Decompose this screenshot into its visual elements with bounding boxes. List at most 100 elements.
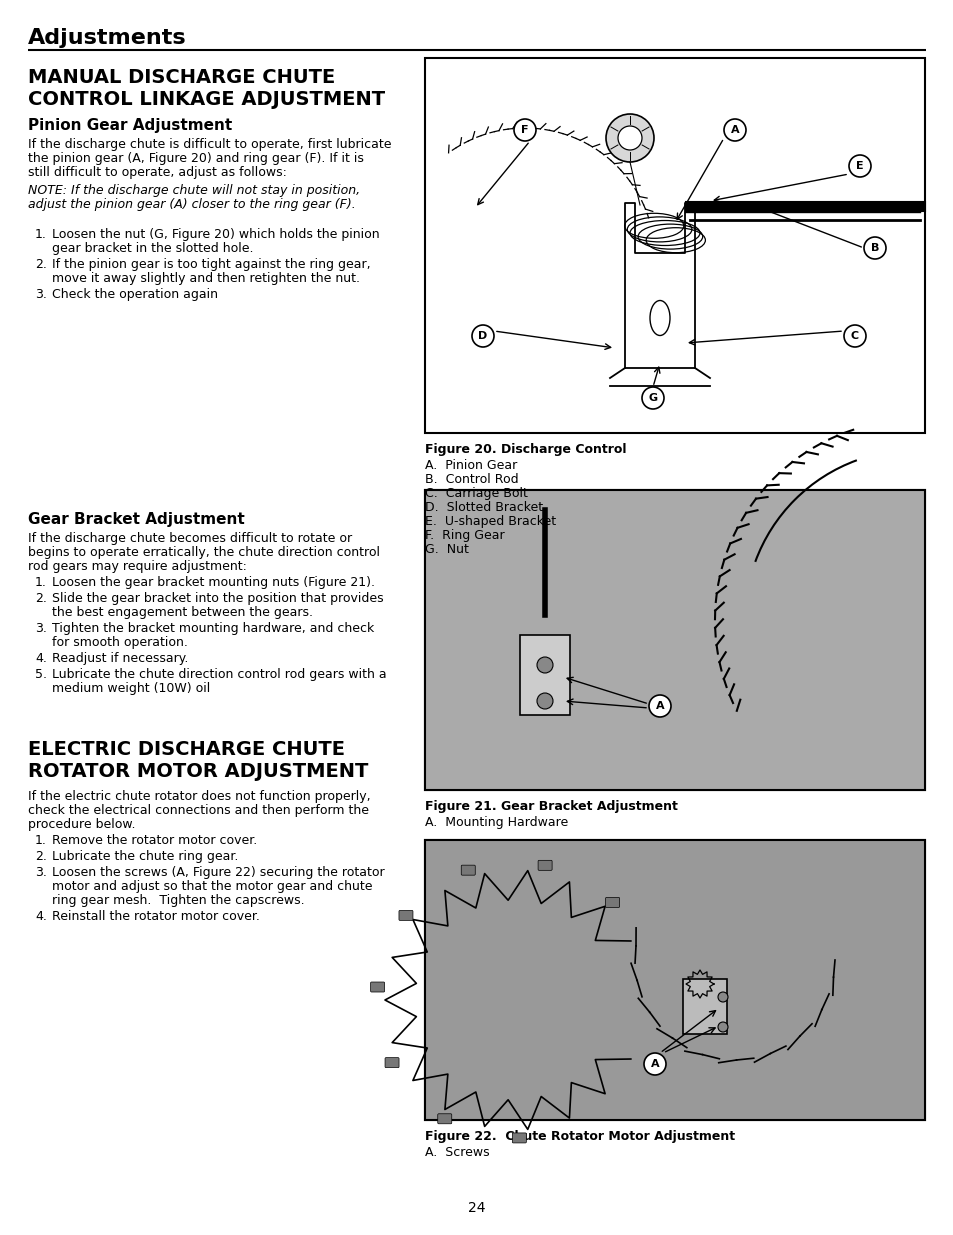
FancyBboxPatch shape <box>398 910 413 920</box>
Text: A.  Screws: A. Screws <box>424 1146 489 1158</box>
Text: C: C <box>850 331 858 341</box>
Circle shape <box>718 992 727 1002</box>
Text: CONTROL LINKAGE ADJUSTMENT: CONTROL LINKAGE ADJUSTMENT <box>28 90 385 109</box>
Bar <box>424 840 924 1120</box>
Text: NOTE: If the discharge chute will not stay in position,: NOTE: If the discharge chute will not st… <box>28 184 359 198</box>
Text: 2.: 2. <box>35 850 47 863</box>
Text: Figure 21. Gear Bracket Adjustment: Figure 21. Gear Bracket Adjustment <box>424 800 678 813</box>
Text: the best engagement between the gears.: the best engagement between the gears. <box>52 606 313 619</box>
Text: D: D <box>477 331 487 341</box>
Text: 1.: 1. <box>35 576 47 589</box>
Text: 1.: 1. <box>35 834 47 847</box>
FancyBboxPatch shape <box>460 866 475 876</box>
Text: Slide the gear bracket into the position that provides: Slide the gear bracket into the position… <box>52 592 383 605</box>
Circle shape <box>618 126 641 149</box>
Text: F: F <box>520 125 528 135</box>
Text: begins to operate erratically, the chute direction control: begins to operate erratically, the chute… <box>28 546 379 559</box>
Circle shape <box>472 325 494 347</box>
Text: 5.: 5. <box>35 668 47 680</box>
Circle shape <box>514 119 536 141</box>
Text: 4.: 4. <box>35 910 47 923</box>
Text: B.  Control Rod: B. Control Rod <box>424 473 518 487</box>
Circle shape <box>718 1023 727 1032</box>
Text: Loosen the screws (A, Figure 22) securing the rotator: Loosen the screws (A, Figure 22) securin… <box>52 866 384 879</box>
Text: 24: 24 <box>468 1200 485 1215</box>
Text: 3.: 3. <box>35 866 47 879</box>
Text: Remove the rotator motor cover.: Remove the rotator motor cover. <box>52 834 257 847</box>
Text: Loosen the nut (G, Figure 20) which holds the pinion: Loosen the nut (G, Figure 20) which hold… <box>52 228 379 241</box>
Text: 3.: 3. <box>35 288 47 301</box>
Text: move it away slightly and then retighten the nut.: move it away slightly and then retighten… <box>52 272 359 285</box>
Text: A.  Mounting Hardware: A. Mounting Hardware <box>424 816 568 829</box>
Text: B: B <box>870 243 879 253</box>
Bar <box>424 490 924 790</box>
Text: medium weight (10W) oil: medium weight (10W) oil <box>52 682 210 695</box>
Bar <box>424 840 924 1120</box>
Circle shape <box>605 114 654 162</box>
Circle shape <box>643 1053 665 1074</box>
Text: Adjustments: Adjustments <box>28 28 187 48</box>
Text: the pinion gear (A, Figure 20) and ring gear (F). If it is: the pinion gear (A, Figure 20) and ring … <box>28 152 363 165</box>
FancyBboxPatch shape <box>605 898 618 908</box>
Circle shape <box>843 325 865 347</box>
Text: E: E <box>855 161 862 170</box>
Circle shape <box>648 695 670 718</box>
Text: adjust the pinion gear (A) closer to the ring gear (F).: adjust the pinion gear (A) closer to the… <box>28 198 355 211</box>
Text: Lubricate the chute direction control rod gears with a: Lubricate the chute direction control ro… <box>52 668 386 680</box>
Text: A: A <box>650 1058 659 1070</box>
Text: E.  U-shaped Bracket: E. U-shaped Bracket <box>424 515 556 529</box>
Text: If the electric chute rotator does not function properly,: If the electric chute rotator does not f… <box>28 790 370 803</box>
Text: Tighten the bracket mounting hardware, and check: Tighten the bracket mounting hardware, a… <box>52 622 374 635</box>
Text: motor and adjust so that the motor gear and chute: motor and adjust so that the motor gear … <box>52 881 372 893</box>
Text: C.  Carriage Bolt: C. Carriage Bolt <box>424 487 527 500</box>
Circle shape <box>537 657 553 673</box>
Circle shape <box>537 693 553 709</box>
Text: gear bracket in the slotted hole.: gear bracket in the slotted hole. <box>52 242 253 254</box>
Text: 3.: 3. <box>35 622 47 635</box>
Text: G: G <box>648 393 657 403</box>
Text: F.  Ring Gear: F. Ring Gear <box>424 529 504 542</box>
Circle shape <box>723 119 745 141</box>
Text: 2.: 2. <box>35 258 47 270</box>
Bar <box>519 635 569 715</box>
Text: Figure 20. Discharge Control: Figure 20. Discharge Control <box>424 443 626 456</box>
Text: rod gears may require adjustment:: rod gears may require adjustment: <box>28 559 247 573</box>
Text: G.  Nut: G. Nut <box>424 543 468 556</box>
Text: Check the operation again: Check the operation again <box>52 288 218 301</box>
Circle shape <box>641 387 663 409</box>
Text: ELECTRIC DISCHARGE CHUTE: ELECTRIC DISCHARGE CHUTE <box>28 740 345 760</box>
Text: check the electrical connections and then perform the: check the electrical connections and the… <box>28 804 369 818</box>
Text: Loosen the gear bracket mounting nuts (Figure 21).: Loosen the gear bracket mounting nuts (F… <box>52 576 375 589</box>
FancyBboxPatch shape <box>385 1057 398 1067</box>
Text: 4.: 4. <box>35 652 47 664</box>
Text: ROTATOR MOTOR ADJUSTMENT: ROTATOR MOTOR ADJUSTMENT <box>28 762 368 781</box>
Bar <box>424 490 924 790</box>
Text: procedure below.: procedure below. <box>28 818 135 831</box>
Text: Figure 22.  Chute Rotator Motor Adjustment: Figure 22. Chute Rotator Motor Adjustmen… <box>424 1130 735 1144</box>
Text: D.  Slotted Bracket: D. Slotted Bracket <box>424 501 542 514</box>
Text: A: A <box>655 701 663 711</box>
Bar <box>424 490 924 790</box>
FancyBboxPatch shape <box>370 982 384 992</box>
Circle shape <box>863 237 885 259</box>
FancyBboxPatch shape <box>537 861 552 871</box>
Text: Readjust if necessary.: Readjust if necessary. <box>52 652 188 664</box>
Text: still difficult to operate, adjust as follows:: still difficult to operate, adjust as fo… <box>28 165 287 179</box>
Text: A: A <box>730 125 739 135</box>
Bar <box>424 840 924 1120</box>
Text: for smooth operation.: for smooth operation. <box>52 636 188 650</box>
Bar <box>424 58 924 433</box>
Text: 2.: 2. <box>35 592 47 605</box>
Text: Pinion Gear Adjustment: Pinion Gear Adjustment <box>28 119 232 133</box>
Text: 1.: 1. <box>35 228 47 241</box>
Text: Gear Bracket Adjustment: Gear Bracket Adjustment <box>28 513 245 527</box>
FancyBboxPatch shape <box>437 1114 452 1124</box>
Text: ring gear mesh.  Tighten the capscrews.: ring gear mesh. Tighten the capscrews. <box>52 894 304 906</box>
Bar <box>682 979 726 1034</box>
Text: A.  Pinion Gear: A. Pinion Gear <box>424 459 517 472</box>
FancyBboxPatch shape <box>512 1132 526 1142</box>
Text: If the discharge chute is difficult to operate, first lubricate: If the discharge chute is difficult to o… <box>28 138 391 151</box>
Text: Reinstall the rotator motor cover.: Reinstall the rotator motor cover. <box>52 910 259 923</box>
Text: Lubricate the chute ring gear.: Lubricate the chute ring gear. <box>52 850 238 863</box>
Text: If the pinion gear is too tight against the ring gear,: If the pinion gear is too tight against … <box>52 258 370 270</box>
